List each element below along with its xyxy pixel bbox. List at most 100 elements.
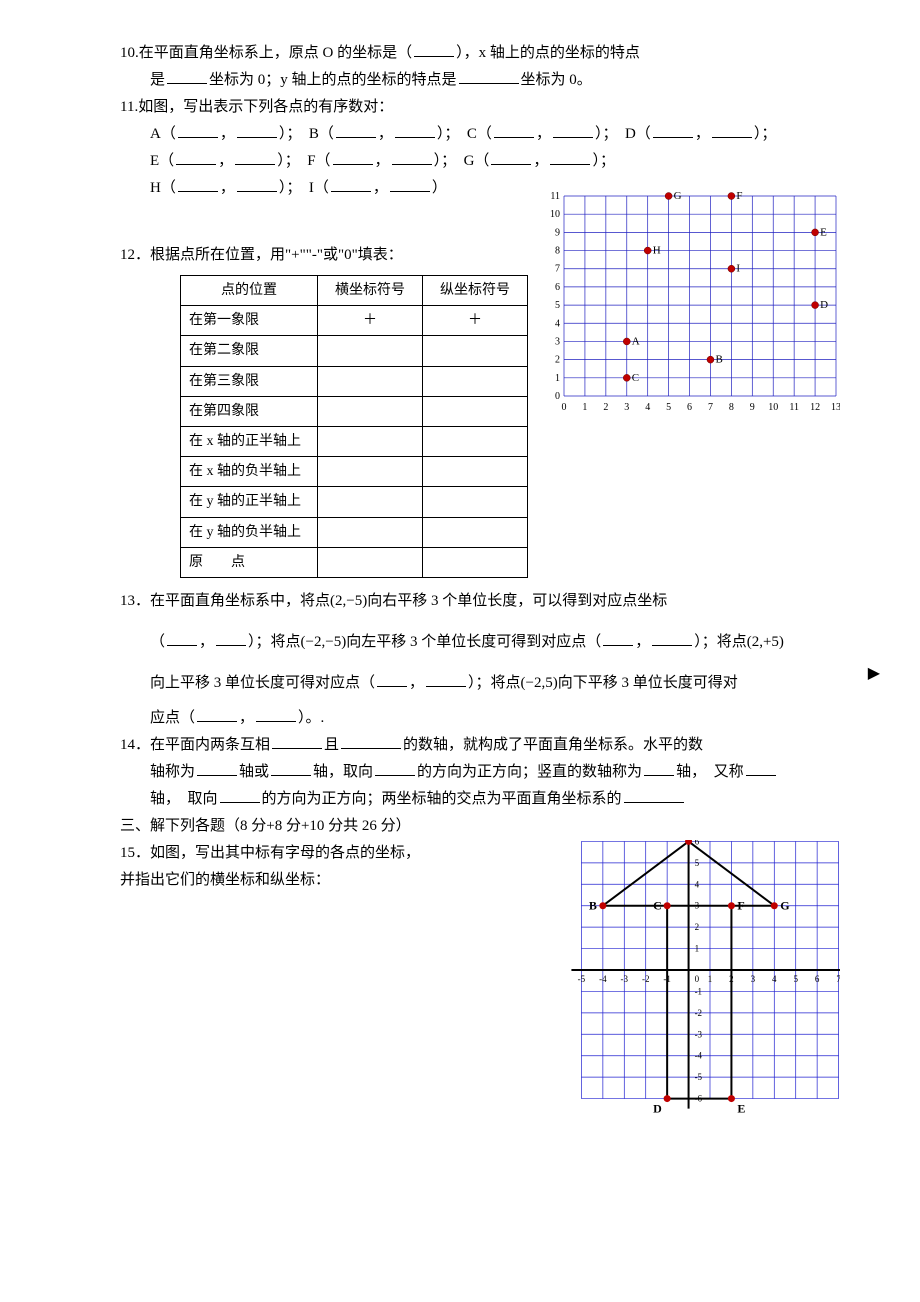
t: ， bbox=[199, 634, 214, 650]
svg-text:9: 9 bbox=[555, 227, 560, 238]
blank[interactable] bbox=[653, 122, 693, 138]
svg-text:10: 10 bbox=[768, 402, 778, 413]
q12-title: 12．根据点所在位置，用"+""-"或"0"填表： bbox=[120, 247, 403, 263]
svg-text:-3: -3 bbox=[695, 1029, 703, 1039]
svg-text:6: 6 bbox=[815, 974, 820, 984]
t: ， bbox=[409, 675, 424, 691]
svg-text:-5: -5 bbox=[695, 1072, 703, 1082]
svg-text:2: 2 bbox=[555, 355, 560, 366]
svg-text:7: 7 bbox=[836, 974, 840, 984]
blank[interactable] bbox=[624, 787, 684, 803]
blank[interactable] bbox=[237, 176, 277, 192]
svg-text:H: H bbox=[653, 245, 661, 257]
blank[interactable] bbox=[746, 760, 776, 776]
blank[interactable] bbox=[220, 787, 260, 803]
svg-text:0: 0 bbox=[555, 391, 560, 402]
svg-text:8: 8 bbox=[555, 246, 560, 257]
svg-text:1: 1 bbox=[582, 402, 587, 413]
svg-text:-1: -1 bbox=[695, 986, 703, 996]
blank[interactable] bbox=[167, 68, 207, 84]
blank[interactable] bbox=[494, 122, 534, 138]
blank[interactable] bbox=[197, 760, 237, 776]
blank[interactable] bbox=[272, 733, 322, 749]
blank[interactable] bbox=[550, 149, 590, 165]
blank[interactable] bbox=[644, 760, 674, 776]
svg-text:5: 5 bbox=[666, 402, 671, 413]
svg-text:9: 9 bbox=[750, 402, 755, 413]
blank[interactable] bbox=[375, 760, 415, 776]
t: 轴，取向 bbox=[313, 764, 373, 780]
t: ）。. bbox=[298, 710, 324, 726]
svg-text:C: C bbox=[632, 372, 639, 384]
arrow-right-icon: ▶ bbox=[868, 660, 880, 689]
svg-text:3: 3 bbox=[751, 974, 756, 984]
blank[interactable] bbox=[256, 706, 296, 722]
blank[interactable] bbox=[553, 122, 593, 138]
t: 的数轴，就构成了平面直角坐标系。水平的数 bbox=[403, 737, 703, 753]
svg-text:4: 4 bbox=[695, 879, 700, 889]
svg-text:-4: -4 bbox=[599, 974, 607, 984]
blank[interactable] bbox=[331, 176, 371, 192]
blank[interactable] bbox=[216, 630, 246, 646]
svg-text:5: 5 bbox=[695, 858, 700, 868]
svg-text:7: 7 bbox=[555, 264, 560, 275]
blank[interactable] bbox=[395, 122, 435, 138]
blank[interactable] bbox=[390, 176, 430, 192]
blank[interactable] bbox=[712, 122, 752, 138]
svg-text:4: 4 bbox=[645, 402, 650, 413]
svg-text:B: B bbox=[589, 899, 597, 913]
blank[interactable] bbox=[235, 149, 275, 165]
t: ， bbox=[239, 710, 254, 726]
t: 轴称为 bbox=[150, 764, 195, 780]
svg-text:F: F bbox=[737, 899, 744, 913]
blank[interactable] bbox=[377, 671, 407, 687]
blank[interactable] bbox=[333, 149, 373, 165]
q11-pairs: A（，）； B（，）； C（，）； D（，）； E（，）； F（，）； G（，）… bbox=[120, 121, 840, 202]
blank[interactable] bbox=[197, 706, 237, 722]
blank[interactable] bbox=[178, 176, 218, 192]
q10: 10.在平面直角坐标系上，原点 O 的坐标是（），x 轴上的点的坐标的特点 是坐… bbox=[120, 40, 840, 94]
blank[interactable] bbox=[178, 122, 218, 138]
svg-text:2: 2 bbox=[695, 922, 700, 932]
blank[interactable] bbox=[237, 122, 277, 138]
svg-text:B: B bbox=[715, 354, 722, 366]
t: ）；将点(2,+5) bbox=[694, 634, 784, 650]
svg-text:-3: -3 bbox=[621, 974, 629, 984]
blank[interactable] bbox=[176, 149, 216, 165]
q11-chart: 01234567891011121301234567891011ABCDEFGH… bbox=[540, 192, 840, 432]
svg-text:G: G bbox=[780, 899, 789, 913]
svg-text:12: 12 bbox=[810, 402, 820, 413]
svg-text:0: 0 bbox=[562, 402, 567, 413]
blank[interactable] bbox=[392, 149, 432, 165]
t: 应点（ bbox=[150, 710, 195, 726]
svg-text:6: 6 bbox=[687, 402, 692, 413]
blank[interactable] bbox=[271, 760, 311, 776]
q15: -5-4-3-2-11234567-6-5-4-3-2-11234560ABCF… bbox=[120, 840, 840, 1150]
svg-text:1: 1 bbox=[695, 943, 700, 953]
svg-text:1: 1 bbox=[708, 974, 713, 984]
blank[interactable] bbox=[652, 630, 692, 646]
blank[interactable] bbox=[603, 630, 633, 646]
t: 14．在平面内两条互相 bbox=[120, 737, 270, 753]
q10-text-c: 是 bbox=[150, 72, 165, 88]
blank[interactable] bbox=[336, 122, 376, 138]
blank[interactable] bbox=[491, 149, 531, 165]
svg-text:5: 5 bbox=[555, 300, 560, 311]
blank[interactable] bbox=[414, 41, 454, 57]
svg-text:D: D bbox=[653, 1101, 662, 1115]
section-3-title: 三、解下列各题（8 分+8 分+10 分共 26 分） bbox=[120, 813, 840, 840]
blank[interactable] bbox=[426, 671, 466, 687]
svg-text:11: 11 bbox=[789, 402, 799, 413]
svg-text:G: G bbox=[674, 192, 682, 202]
svg-text:E: E bbox=[737, 1101, 745, 1115]
t: 轴， 取向 bbox=[150, 791, 218, 807]
q10-text-d: 坐标为 0；y 轴上的点的坐标的特点是 bbox=[209, 72, 457, 88]
t: 的方向为正方向；两坐标轴的交点为平面直角坐标系的 bbox=[262, 791, 622, 807]
blank[interactable] bbox=[167, 630, 197, 646]
sign-table: 点的位置横坐标符号纵坐标符号在第一象限＋＋在第二象限在第三象限在第四象限在 x … bbox=[180, 275, 528, 578]
blank[interactable] bbox=[459, 68, 519, 84]
svg-text:4: 4 bbox=[555, 318, 560, 329]
svg-text:11: 11 bbox=[550, 192, 560, 202]
blank[interactable] bbox=[341, 733, 401, 749]
svg-text:5: 5 bbox=[793, 974, 798, 984]
